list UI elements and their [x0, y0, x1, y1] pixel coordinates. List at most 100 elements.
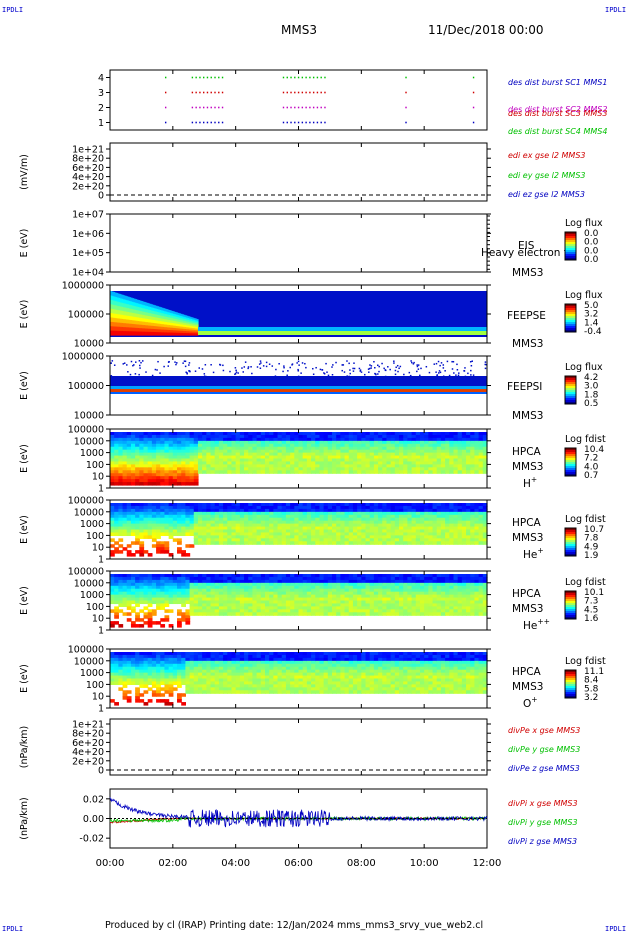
hpca_he-cell [273, 520, 279, 525]
hpca_he-cell [306, 526, 312, 531]
hpca_he-cell [139, 508, 145, 513]
hpca_h-cell [223, 470, 228, 474]
feepsi-speckle [182, 362, 184, 364]
hpca_h-cell [470, 470, 476, 474]
hpca_h-cell [457, 470, 463, 474]
hpca_hepp-cell [197, 574, 203, 578]
hpca_he-cell [114, 514, 119, 519]
hpca_h-cell [399, 440, 404, 445]
hpca_he-cell [206, 541, 212, 545]
feepse-cell [180, 330, 183, 334]
hpca_hepp-cell [327, 600, 333, 605]
hpca_h-cell [294, 464, 300, 468]
hpca_h-cell [348, 467, 354, 471]
hpca_hepp-cell [394, 606, 400, 610]
hpca_he-cell [110, 508, 115, 513]
hpca_h-cell [361, 455, 367, 460]
hpca_h-cell [399, 461, 404, 465]
hpca_h-cell [332, 452, 337, 457]
hpca_hepp-cell [160, 624, 166, 628]
hpca_h-cell [294, 470, 300, 474]
hpca_he-cell [122, 517, 128, 522]
hpca_he-cell [445, 517, 450, 522]
hpca_hepp-cell [114, 597, 119, 602]
feepsi-speckle [188, 364, 190, 366]
hpca_h-cell [361, 467, 367, 471]
hpca_hepp-cell [264, 594, 270, 599]
hpca_hepp-cell [269, 600, 274, 605]
hpca_he-cell [110, 514, 115, 519]
hpca_h-cell [156, 458, 161, 463]
hpca_he-cell [461, 511, 467, 516]
feepse-colorbar-frame [564, 303, 577, 333]
hpca_h-cell [378, 464, 383, 468]
hpca_hepp-cell [298, 603, 304, 607]
hpca_he-cell [269, 523, 274, 528]
hpca_hepp-cell [135, 612, 140, 616]
feepse-cell [189, 323, 192, 327]
hpca_h-cell [403, 446, 409, 451]
hpca_he-cell [189, 532, 195, 536]
feepse-cell [190, 324, 193, 327]
hpca_h-cell [118, 476, 124, 480]
hpca_h-cell [436, 458, 442, 463]
hpca_he-cell [172, 523, 178, 528]
hpca_h-cell [390, 437, 396, 442]
hpca_he-cell [332, 541, 337, 545]
feepsi-colorbar-cell [565, 380, 576, 383]
hpca_he-cell [218, 523, 224, 528]
feepse-cell [117, 326, 120, 332]
hpca_h-cell [352, 467, 358, 471]
hpca_h-cell [206, 443, 212, 448]
hpca_hepp-cell [365, 600, 371, 605]
hpca_h-cell [411, 452, 417, 457]
hpca_hepp-cell [156, 582, 161, 587]
hpca_hepp-cell [122, 579, 128, 584]
hpca_hepp-cell [130, 621, 136, 625]
feepsi-speckle [364, 373, 366, 376]
feepse-cell [120, 314, 123, 320]
hpca_he-cell [403, 526, 409, 531]
burst-mark [405, 91, 407, 94]
feepse-cell [162, 318, 165, 323]
hpca_hepp-cell [227, 603, 233, 607]
feepse-cell [187, 319, 190, 323]
hpca_he-cell [269, 514, 274, 519]
feepse-cell [124, 315, 127, 320]
feepse-cell [136, 320, 139, 325]
hpca_he-cell [122, 511, 128, 516]
hpca_he-cell [151, 544, 157, 548]
hpca_h-cell [285, 458, 291, 463]
hpca_h-cell [457, 440, 463, 445]
hpca_he-cell [214, 526, 220, 531]
burst-mark [297, 121, 300, 124]
hpca_h-cell [415, 461, 421, 465]
hpca_hepp-cell [302, 576, 308, 581]
hpca_he-cell [390, 538, 396, 542]
feepsi-speckle [435, 371, 437, 373]
feepse-cell [184, 329, 187, 332]
hpca_he-cell [323, 505, 329, 510]
hpca_he-cell [239, 508, 245, 513]
feepse-cell [164, 311, 167, 315]
hpca_h-cell [130, 461, 136, 465]
feepsi-speckle [287, 370, 289, 372]
hpca_h-cell [386, 452, 392, 457]
hpca_he-cell [277, 511, 283, 516]
hpca_h-cell [436, 432, 442, 436]
hpca_h-cell [210, 443, 216, 448]
hpca_hepp-cell [210, 603, 216, 607]
hpca_he-cell [181, 511, 186, 516]
hpca_hepp-cell [298, 594, 304, 599]
hpca_h-cell [264, 432, 270, 436]
hpca_he-cell [344, 514, 350, 519]
hpca_hepp-cell [361, 603, 367, 607]
hpca_hepp-cell [151, 600, 157, 605]
hpca_hepp-cell [298, 597, 304, 602]
hpca_he-cell [340, 514, 346, 519]
hpca_h-cell [118, 479, 124, 483]
hpca_hepp-cell [202, 588, 207, 593]
hpca_he-cell [130, 523, 136, 528]
hpca_he-cell [139, 526, 145, 531]
feepse-cell [181, 324, 184, 328]
